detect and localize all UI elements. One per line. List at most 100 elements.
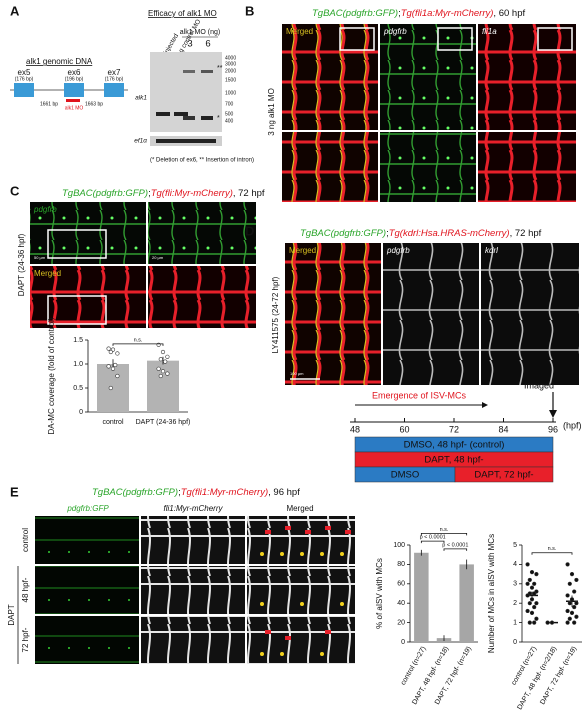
y-axis-label: DA-MC coverage (fold of control): [47, 317, 56, 434]
gel-row-label: alk1: [135, 95, 147, 102]
panel-title: TgBAC(pdgfrb:GFP);Tg(fli1a:Myr-mCherry),…: [312, 8, 525, 19]
scale-bar: 100 µm: [290, 371, 304, 376]
title-part: Tg(kdrl:Hsa.HRAS-mCherry): [389, 228, 510, 239]
lane-dose: 6: [205, 39, 210, 50]
ladder-label: 4000: [225, 55, 236, 61]
data-point: [165, 371, 170, 376]
exon-size: (196 bp): [65, 76, 84, 82]
y-tick-label: 0: [79, 409, 83, 416]
y-tick-label: 40: [397, 600, 405, 607]
title-part: ;: [178, 487, 181, 498]
data-point: [565, 608, 570, 614]
lane-dose: 3: [187, 39, 192, 50]
exon-label: ex6: [68, 68, 81, 77]
column-label: Merged: [286, 504, 313, 513]
treatment-label: DMSO: [391, 470, 420, 481]
intron-size: 1661 bp: [40, 101, 58, 107]
data-point: [572, 620, 577, 625]
data-point: [569, 597, 575, 602]
title-part: Tg(fli1a:Myr-mCherry): [401, 8, 494, 19]
title-part: , 60 hpf: [493, 8, 525, 19]
timeline-tick-label: 72: [449, 424, 459, 434]
diagram-title: alk1 genomic DNA: [26, 57, 93, 66]
data-point: [549, 620, 555, 625]
row-label: 48 hpf-: [21, 577, 30, 602]
data-point: [567, 581, 572, 586]
data-point: [534, 601, 539, 606]
data-point: [525, 581, 530, 586]
row-tag: pdgfrb: [33, 205, 57, 214]
exon-size: (176 bp): [105, 76, 124, 82]
y-tick-label: 3: [513, 581, 517, 588]
column-label: kdrl: [485, 246, 498, 255]
panel-label: D: [245, 223, 254, 238]
title-part: ;: [386, 228, 389, 239]
panel-label: E: [10, 484, 19, 499]
y-axis-label: % of aISV with MCs: [375, 558, 384, 629]
data-point: [160, 349, 166, 355]
data-point: [110, 366, 116, 371]
x-tick-label: control: [102, 419, 123, 426]
mo-label: alk1 MO: [65, 105, 84, 111]
data-point: [527, 601, 532, 606]
title-part: , 72 hpf: [233, 188, 265, 199]
data-point: [534, 616, 539, 621]
data-point: [525, 608, 530, 614]
title-part: , 96 hpf: [268, 487, 300, 498]
data-point: [113, 362, 118, 368]
data-point: [108, 385, 113, 391]
data-point: [163, 359, 168, 364]
data-point: [572, 604, 577, 610]
treatment-label: DAPT, 72 hpf-: [474, 470, 533, 481]
y-tick-label: 4: [513, 561, 517, 568]
bar: [97, 364, 129, 412]
ladder-label: 1000: [225, 90, 236, 96]
ladder-label: 500: [225, 111, 234, 117]
ladder-label: 3000: [225, 61, 236, 67]
y-axis-label: Number of MCs in aISV with MCs: [487, 534, 496, 653]
row-label: control: [21, 528, 30, 552]
data-point: [106, 346, 111, 351]
band-marker: *: [217, 115, 220, 122]
column-label: Merged: [289, 246, 316, 255]
band-marker: **: [217, 65, 223, 72]
title-part: TgBAC(pdgfrb:GFP): [62, 188, 148, 199]
axis-unit: (hpf): [563, 420, 582, 430]
panel-title: TgBAC(pdgfrb:GFP);Tg(fli1:Myr-mCherry), …: [92, 487, 300, 498]
footnote: (* Deletion of ex6, ** Insertion of intr…: [150, 158, 254, 164]
exon-label: ex5: [18, 68, 31, 77]
data-point: [574, 601, 579, 606]
title-part: ;: [398, 8, 401, 19]
data-point: [532, 581, 537, 586]
y-tick-label: 20: [397, 619, 405, 626]
bar: [414, 552, 429, 642]
title-part: TgBAC(pdgfrb:GFP): [300, 228, 386, 239]
y-tick-label: 1.5: [73, 337, 83, 344]
data-point: [545, 620, 550, 625]
bracket: [443, 548, 468, 551]
treatment-label: DMSO, 48 hpf- (control): [404, 440, 505, 451]
y-tick-label: 0: [513, 639, 517, 646]
data-point: [115, 351, 120, 356]
data-point: [569, 610, 575, 616]
x-tick-label: DAPT, 48 hpf- (n=2/18): [516, 645, 558, 711]
exon-label: ex7: [108, 68, 121, 77]
data-point: [534, 571, 539, 577]
data-point: [565, 593, 570, 598]
column-label: fli1:Myr-mCherry: [164, 504, 224, 513]
data-point: [574, 614, 579, 619]
data-point: [565, 562, 570, 567]
data-point: [529, 597, 535, 602]
bracket: [420, 540, 445, 544]
row-group-label: DAPT: [7, 604, 16, 625]
data-point: [532, 620, 537, 625]
title-part: ;: [148, 188, 151, 199]
title-part: TgBAC(pdgfrb:GFP): [92, 487, 178, 498]
panel-label: B: [245, 3, 254, 18]
y-tick-label: 80: [397, 561, 405, 568]
data-point: [567, 616, 572, 621]
bracket: [112, 343, 164, 346]
annotation: n.s.: [440, 527, 449, 533]
row-label: 3 ng alk1 MO: [267, 88, 276, 136]
